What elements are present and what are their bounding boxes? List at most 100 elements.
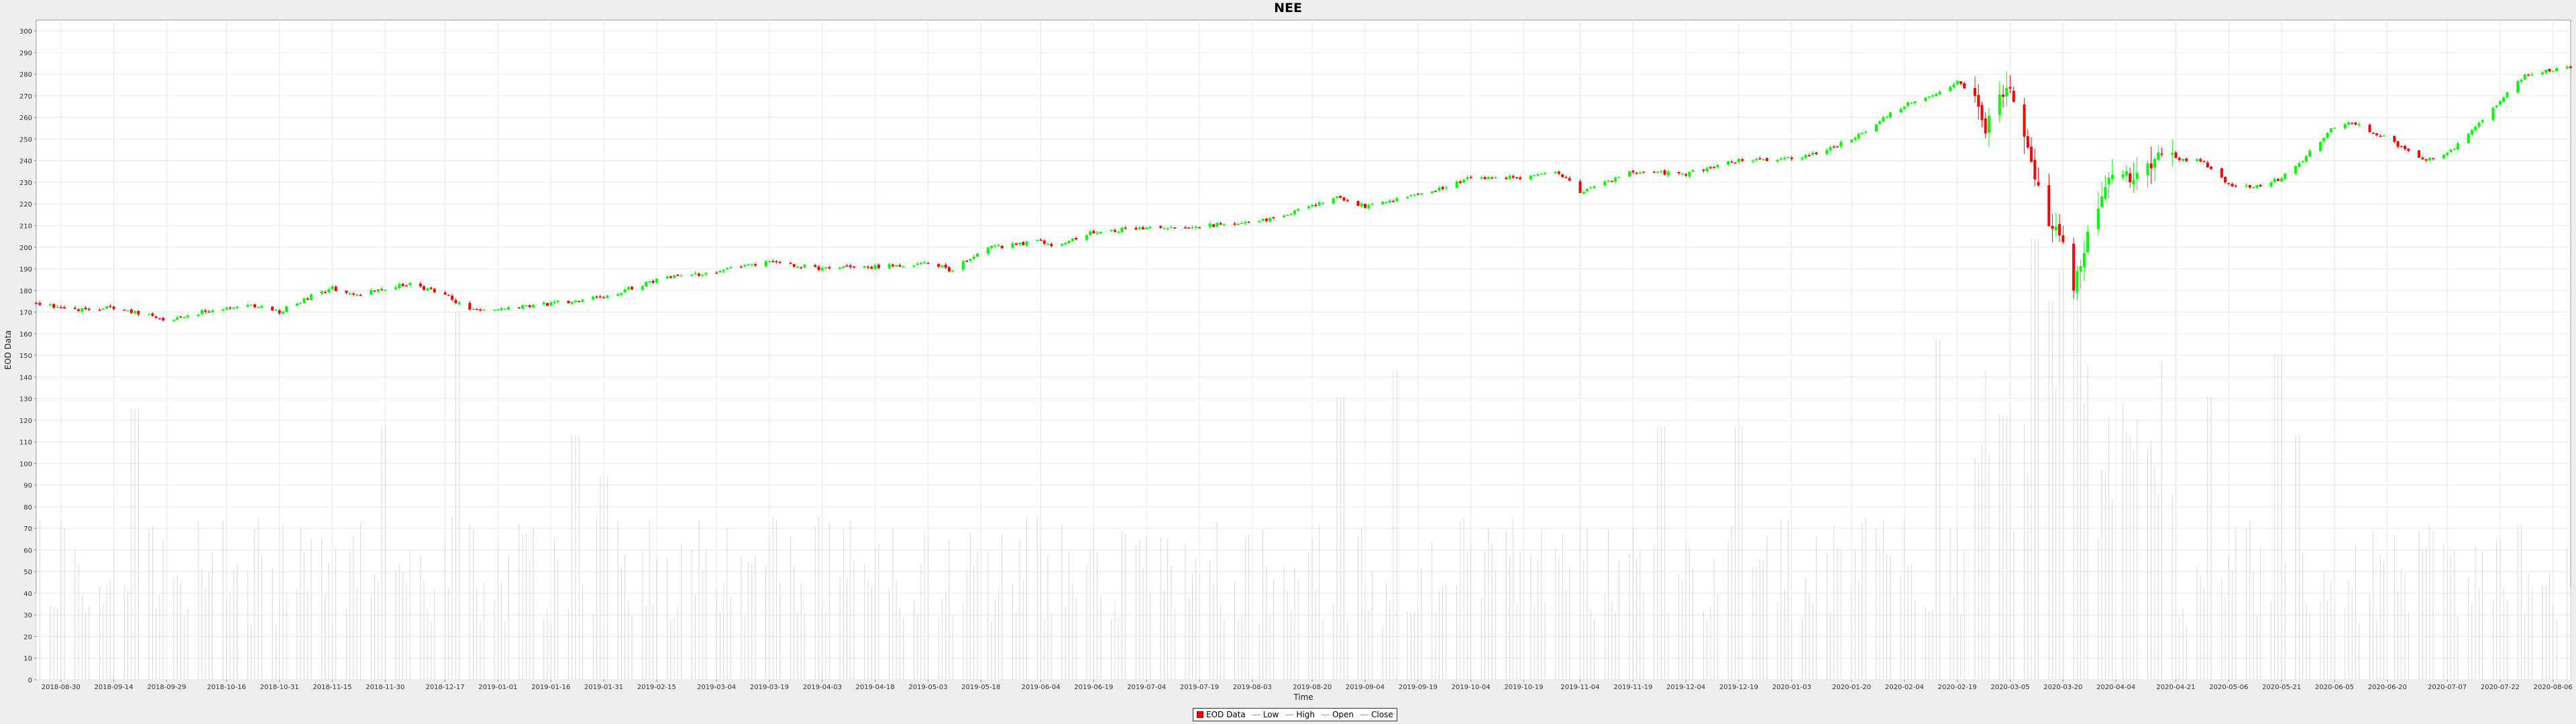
candle-body	[1134, 227, 1138, 230]
candle-body	[1776, 160, 1779, 162]
candle-body	[1885, 117, 1888, 118]
candle-body	[295, 303, 299, 306]
candle-body	[2026, 136, 2029, 148]
candle-body	[919, 263, 922, 265]
candle-body	[1751, 160, 1754, 162]
candle-body	[1988, 115, 1991, 133]
candle-body	[2332, 127, 2336, 129]
candle-body	[63, 307, 66, 309]
candle-body	[2178, 158, 2181, 160]
candle-body	[1977, 95, 1980, 107]
candle-body	[1980, 105, 1984, 121]
candle-body	[1519, 177, 1522, 180]
candle-body	[154, 316, 158, 318]
candle-body	[2082, 253, 2086, 267]
candle-body	[1360, 203, 1363, 207]
candle-body	[105, 306, 109, 309]
candle-body	[1120, 227, 1124, 233]
candle-body	[2199, 159, 2202, 162]
x-tick-label: 2019-03-19	[750, 684, 789, 691]
candle-body	[715, 272, 718, 274]
candle-body	[1515, 177, 1518, 178]
candle-body	[250, 304, 253, 306]
y-tick-label: 180	[19, 288, 32, 295]
candle-body	[2005, 87, 2008, 97]
candle-body	[2245, 185, 2248, 186]
candle-body	[1356, 200, 1360, 206]
y-tick-label: 140	[19, 374, 32, 381]
candle-body	[458, 302, 461, 304]
candle-body	[729, 267, 733, 269]
candle-body	[1850, 139, 1854, 143]
candle-body	[1617, 176, 1621, 178]
candle-body	[73, 308, 76, 309]
candle-body	[2523, 74, 2526, 80]
candle-body	[1141, 227, 1144, 230]
candle-body	[521, 305, 525, 309]
x-tick-label: 2020-05-21	[2262, 684, 2301, 691]
candle-body	[2157, 152, 2160, 160]
candle-body	[975, 253, 979, 257]
candle-body	[306, 298, 309, 300]
candle-body	[1684, 174, 1688, 176]
candle-body	[1536, 174, 1540, 176]
candle-body	[2424, 159, 2428, 161]
candle-body	[1416, 194, 1419, 195]
candle-body	[2298, 163, 2301, 167]
candle-body	[1924, 97, 1927, 101]
x-tick-label: 2019-03-04	[697, 684, 736, 691]
legend-label-low: Low	[1263, 710, 1279, 719]
candle-body	[1927, 96, 1931, 98]
candle-body	[1955, 80, 1959, 84]
candle-body	[2107, 177, 2110, 184]
candle-body	[352, 293, 355, 295]
x-tick-label: 2020-07-07	[2428, 684, 2467, 691]
candle-body	[1438, 187, 1441, 191]
x-tick-label: 2020-02-04	[1885, 684, 1924, 691]
y-tick-label: 0	[28, 677, 32, 684]
candle-body	[1913, 101, 1917, 103]
candle-body	[1022, 242, 1025, 245]
candle-body	[1307, 206, 1310, 208]
candle-body	[578, 301, 581, 302]
candle-body	[923, 262, 926, 263]
candle-body	[2351, 123, 2354, 125]
candle-body	[972, 256, 975, 259]
candle-body	[2234, 185, 2237, 187]
candle-body	[2326, 133, 2329, 138]
legend-label-high: High	[1296, 710, 1315, 719]
candle-body	[2284, 174, 2287, 179]
candle-body	[545, 303, 549, 306]
candle-body	[839, 267, 842, 269]
candle-body	[944, 264, 947, 268]
y-tick-label: 190	[19, 266, 32, 274]
candle-body	[2248, 185, 2251, 188]
candle-body	[1075, 237, 1078, 240]
candle-body	[179, 316, 182, 318]
candle-body	[1864, 131, 1868, 133]
candle-body	[528, 305, 531, 308]
candle-body	[1395, 198, 1399, 202]
x-tick-label: 2018-08-30	[42, 684, 80, 691]
candle-body	[2404, 145, 2407, 149]
candle-body	[77, 309, 80, 311]
candle-body	[1187, 227, 1191, 229]
candle-body	[1839, 141, 1843, 147]
candle-body	[482, 309, 486, 311]
candle-body	[1367, 204, 1371, 208]
x-tick-label: 2019-10-04	[1452, 684, 1491, 691]
candle-body	[1236, 224, 1240, 225]
y-tick-label: 100	[19, 461, 32, 468]
candle-body	[2008, 86, 2012, 89]
candle-body	[556, 300, 559, 302]
candle-body	[1589, 187, 1593, 189]
candle-body	[1071, 238, 1074, 241]
candle-body	[1511, 176, 1515, 178]
x-tick-label: 2020-01-03	[1772, 684, 1811, 691]
candle-body	[2304, 156, 2308, 162]
candle-body	[2076, 271, 2079, 293]
candle-body	[109, 306, 112, 307]
candle-body	[475, 308, 478, 310]
candle-body	[1491, 177, 1494, 179]
candle-body	[1011, 243, 1014, 248]
